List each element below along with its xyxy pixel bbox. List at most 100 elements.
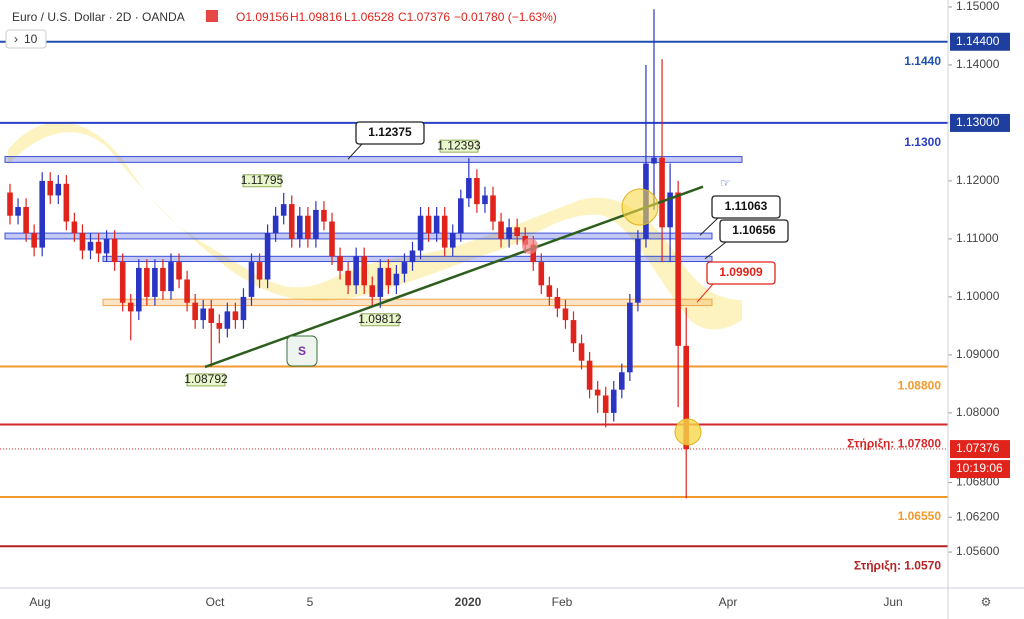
candle-body [95,241,102,254]
settings-icon[interactable]: ⚙ [981,595,992,609]
candle-body [683,345,689,450]
callout-label: 1.10656 [732,223,776,237]
candle-body [675,192,681,346]
candle-body [433,215,440,234]
candle-body [7,192,13,216]
candle-body [272,215,279,234]
candle-body [377,267,384,297]
legend-value: C1.07376 [398,10,450,24]
candle-body [506,227,512,239]
callout-pointer [696,283,714,303]
x-tick-label: Feb [552,595,573,609]
candle-body [345,270,351,286]
callout-pointer [699,217,719,236]
candle-body [152,267,158,297]
candle-body [248,262,255,297]
candle-body [627,302,633,373]
candle-body [594,389,601,396]
zone [102,255,713,263]
point-label: 1.08792 [184,372,228,386]
interval-button[interactable] [5,29,47,49]
candle-body [393,273,400,286]
candle-body [144,267,150,297]
candle-body [119,262,126,303]
candle-body [635,238,641,303]
candle-body [240,296,247,321]
candle-body [659,157,665,228]
callout-label: 1.12375 [368,125,412,139]
callout-box [706,261,776,285]
callout-box [355,121,425,145]
legend-marker [206,10,218,22]
badge-box [286,335,318,367]
x-tick-label: Apr [719,595,738,609]
price-label-box [950,440,1010,459]
highlight-circle [522,238,538,254]
candle-body [31,233,37,248]
candle-body [474,178,480,205]
candle-body [55,183,62,196]
candle-body [514,227,520,237]
candle-body [578,343,585,361]
candle-body [192,302,198,321]
candle-body [208,308,215,323]
candle-body [610,389,617,413]
candle-body [554,296,561,309]
candle-body [280,204,287,216]
point-label-box [360,313,400,327]
price-label-box [950,32,1010,51]
price-label: 1.07376 [956,441,1000,455]
level-label: 1.08800 [898,379,942,393]
candle-body [184,279,190,303]
candle-body [337,256,343,271]
x-tick-label: Aug [29,595,50,609]
candle-body [321,209,327,222]
candle-body [353,256,359,286]
candle-body [482,195,488,205]
point-label-box [439,139,479,153]
y-tick-label: 1.06800 [956,475,1000,489]
point-label: 1.09812 [358,312,402,326]
candle-body [111,238,118,263]
x-tick-label: 5 [307,595,314,609]
candle-body [570,320,577,344]
candle-body [160,267,166,292]
y-tick-label: 1.14000 [956,57,1000,71]
point-label: 1.11795 [241,173,284,187]
candle-body [458,198,464,234]
level-label: 1.1440 [904,54,941,68]
legend-value: H1.09816 [290,10,342,24]
candle-body [176,262,182,280]
trendline [204,185,704,369]
y-tick-label: 1.15000 [956,0,1000,13]
candle-body [490,195,496,222]
price-label: 1.13000 [956,115,1000,129]
candle-body [619,372,625,390]
x-tick-label: 2020 [455,595,482,609]
candle-body [63,183,70,222]
highlight-circle [674,418,702,446]
candle-body [667,192,673,228]
zone [102,298,713,307]
callout-label: 1.09909 [719,265,763,279]
candle-body [264,233,271,280]
y-tick-label: 1.09000 [956,347,1000,361]
candle-body [288,204,295,239]
hand-icon: ☞ [720,176,731,190]
candle-body [47,180,54,196]
legend-value: L1.06528 [344,10,394,24]
callout-pointer [704,241,727,260]
candle-body [136,267,142,312]
candle-body [449,233,456,248]
candle-body [232,311,239,321]
level-label: Στήριξη: 1.07800 [847,437,941,451]
candle-body [425,215,432,234]
candle-body [602,395,609,413]
point-label-box [186,373,226,387]
legend-value: −0.01780 (−1.63%) [454,10,557,24]
zone [4,156,743,163]
candle-body [530,244,537,263]
legend-value: O1.09156 [236,10,289,24]
candle-body [651,157,657,164]
